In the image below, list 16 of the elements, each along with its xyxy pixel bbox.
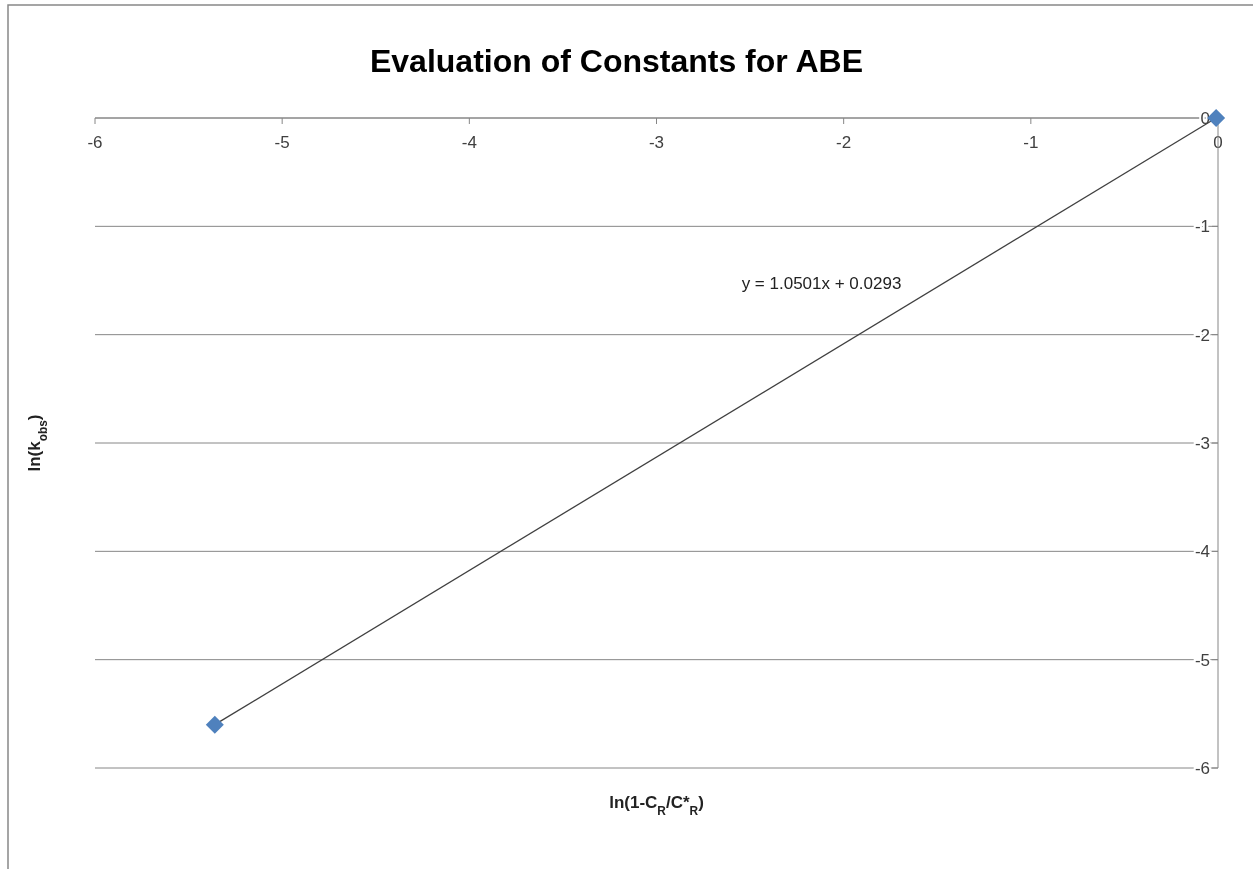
x-axis-title: ln(1-C$_{R}$/C*$_{R}$) — [609, 793, 704, 818]
x-tick-label: 0 — [1213, 133, 1223, 152]
annotation: y = 1.0501x + 0.0293 — [741, 274, 902, 293]
y-tick-label: -5 — [1194, 650, 1210, 670]
y-tick-label: -2 — [1194, 325, 1210, 345]
x-tick-label: -6 — [87, 133, 103, 152]
x-tick-label: -2 — [836, 133, 852, 152]
x-tick-label: -1 — [1023, 133, 1039, 152]
y-tick-label: -1 — [1194, 217, 1210, 237]
x-tick-label: -3 — [648, 133, 665, 152]
y-tick-label: -6 — [1194, 759, 1210, 778]
y-tick-label: -4 — [1194, 542, 1210, 562]
chart-title: Evaluation of Constants for ABE — [369, 43, 864, 79]
x-tick-label: -5 — [274, 133, 290, 152]
x-tick-label: -4 — [461, 133, 477, 152]
y-tick-label: -3 — [1194, 434, 1210, 453]
